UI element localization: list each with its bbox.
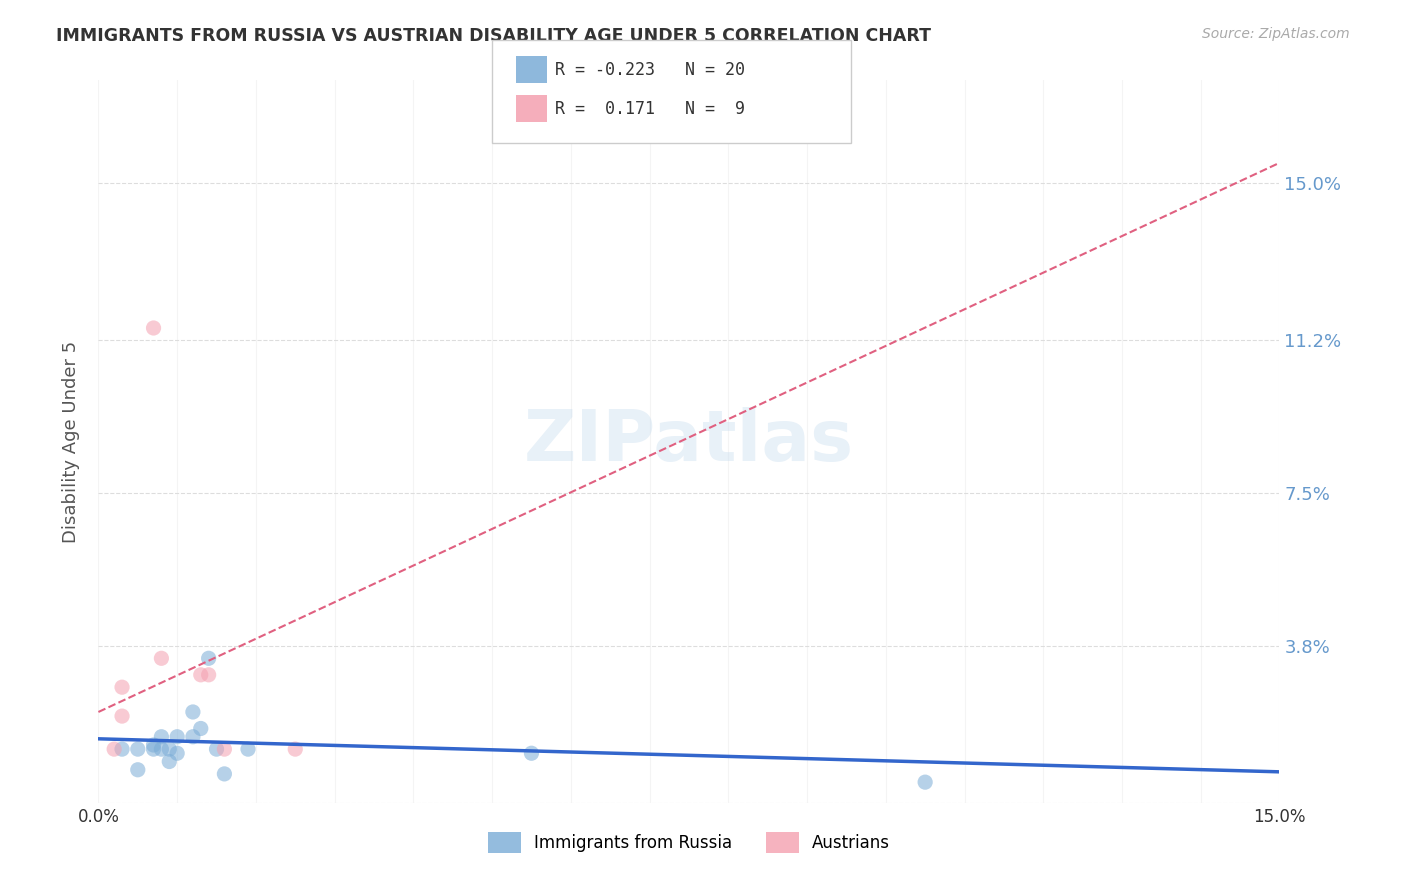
Y-axis label: Disability Age Under 5: Disability Age Under 5	[62, 341, 80, 542]
Point	[111, 709, 134, 723]
Point	[157, 742, 180, 756]
Text: R = -0.223   N = 20: R = -0.223 N = 20	[555, 61, 745, 78]
Point	[157, 755, 180, 769]
Point	[103, 742, 125, 756]
Point	[166, 746, 188, 760]
Point	[142, 742, 165, 756]
Text: Source: ZipAtlas.com: Source: ZipAtlas.com	[1202, 27, 1350, 41]
Point	[150, 742, 173, 756]
Point	[111, 742, 134, 756]
Point	[214, 742, 236, 756]
Point	[214, 767, 236, 781]
Point	[127, 763, 149, 777]
Point	[236, 742, 259, 756]
Point	[142, 738, 165, 752]
Point	[284, 742, 307, 756]
Point	[914, 775, 936, 789]
Point	[181, 705, 204, 719]
Point	[150, 730, 173, 744]
Legend: Immigrants from Russia, Austrians: Immigrants from Russia, Austrians	[481, 826, 897, 860]
Point	[205, 742, 228, 756]
Point	[190, 668, 212, 682]
Point	[166, 730, 188, 744]
Point	[197, 668, 219, 682]
Point	[150, 651, 173, 665]
Point	[142, 321, 165, 335]
Point	[197, 651, 219, 665]
Point	[190, 722, 212, 736]
Point	[181, 730, 204, 744]
Point	[520, 746, 543, 760]
Point	[127, 742, 149, 756]
Text: IMMIGRANTS FROM RUSSIA VS AUSTRIAN DISABILITY AGE UNDER 5 CORRELATION CHART: IMMIGRANTS FROM RUSSIA VS AUSTRIAN DISAB…	[56, 27, 931, 45]
Point	[111, 680, 134, 694]
Text: ZIPatlas: ZIPatlas	[524, 407, 853, 476]
Text: R =  0.171   N =  9: R = 0.171 N = 9	[555, 100, 745, 118]
